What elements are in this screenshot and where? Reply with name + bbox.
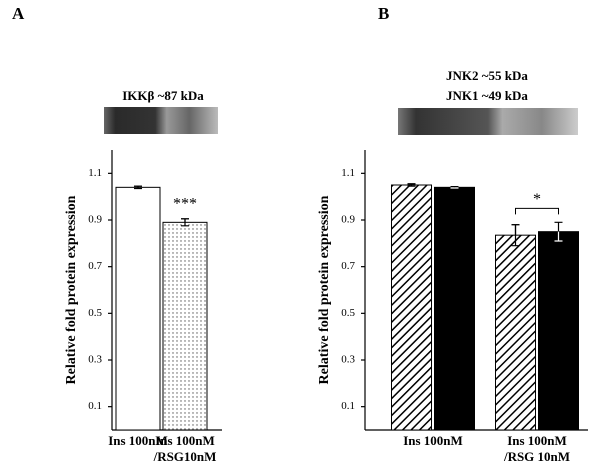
x-tick-label: /RSG 10nM [503, 449, 570, 464]
bar [115, 186, 161, 431]
x-tick-label: Ins 100nM [403, 433, 463, 448]
y-tick-label: 0.3 [88, 354, 102, 366]
significance-label: * [533, 191, 541, 208]
y-axis-label: Relative fold protein expression [317, 195, 332, 384]
error-bar-top [407, 183, 416, 185]
y-tick-label: 1.1 [88, 167, 102, 179]
blot-label: IKKβ ~87 kDa [122, 88, 204, 103]
y-tick-label: 0.1 [341, 400, 355, 412]
error-bar-top [181, 218, 189, 223]
y-tick-label: 0.5 [88, 307, 102, 319]
error-bar-top [450, 186, 459, 188]
y-tick-label: 0.7 [341, 260, 355, 272]
y-tick-label: 1.1 [341, 167, 355, 179]
significance-bracket [515, 207, 559, 215]
x-tick-label: /RSG10nM [153, 449, 217, 464]
significance-label: *** [173, 196, 197, 213]
y-axis-label: Relative fold protein expression [64, 195, 79, 384]
y-tick-label: 0.1 [88, 400, 102, 412]
blot-label: JNK1 ~49 kDa [446, 88, 528, 103]
panel-label: A [12, 4, 25, 23]
y-tick-label: 0.3 [341, 354, 355, 366]
y-tick-label: 0.9 [341, 214, 355, 226]
western-blot [398, 108, 578, 135]
y-tick-label: 0.7 [88, 260, 102, 272]
error-bar-top [134, 185, 142, 188]
blot-label: JNK2 ~55 kDa [446, 68, 528, 83]
bar [391, 184, 432, 431]
bar [162, 221, 208, 431]
x-tick-label: Ins 100nM [155, 433, 215, 448]
x-tick-label: Ins 100nM [507, 433, 567, 448]
bar [434, 186, 475, 431]
x-tick-label: Ins 100nM [108, 433, 168, 448]
panel-label: B [378, 4, 389, 23]
y-tick-label: 0.9 [88, 214, 102, 226]
error-bar-top [554, 221, 563, 232]
bar [495, 234, 536, 431]
western-blot [104, 107, 218, 134]
bar [538, 231, 579, 431]
y-tick-label: 0.5 [341, 307, 355, 319]
error-bar-top [511, 224, 520, 236]
